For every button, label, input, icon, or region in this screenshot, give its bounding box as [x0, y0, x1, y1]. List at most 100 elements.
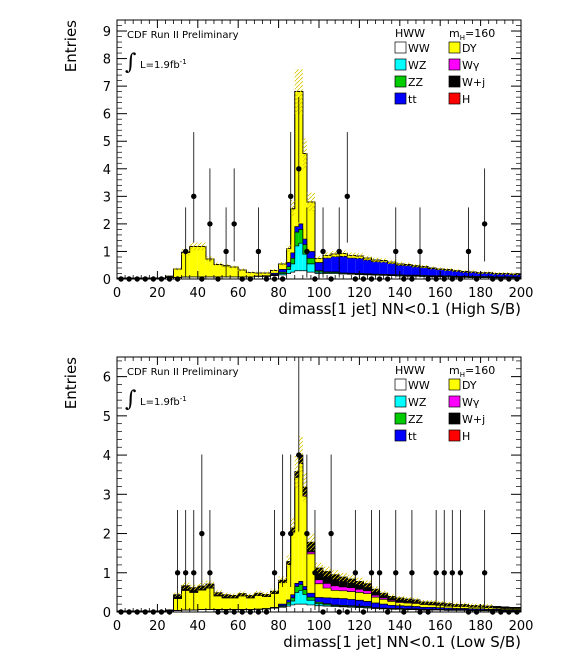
bar-DY-27	[314, 583, 324, 598]
uncertainty-band-41	[428, 600, 437, 605]
bar-WW-23	[294, 604, 299, 612]
bar-WW-24	[298, 604, 303, 612]
bar-DY-14	[230, 267, 239, 277]
uncertainty-band-33	[363, 580, 372, 588]
legend-swatch-ww	[394, 41, 407, 54]
x-tick-label: 40	[190, 619, 207, 634]
bar-tt-46	[468, 272, 477, 277]
legend-swatch-wz	[394, 58, 407, 71]
uncertainty-band-28	[323, 566, 332, 577]
bar-WZ-25	[302, 594, 307, 605]
legend-swatch-wj	[448, 75, 461, 88]
bar-DY-44	[452, 606, 461, 609]
bar-DY-21	[286, 248, 291, 263]
bar-DY-35	[379, 599, 388, 605]
bar-DY-32	[355, 592, 364, 601]
bar-DY-16	[246, 272, 255, 277]
uncertainty-band-49	[492, 272, 501, 275]
uncertainty-band-35	[379, 590, 388, 596]
bar-ZZ-31	[347, 605, 356, 607]
y-tick-label: 5	[103, 410, 111, 425]
uncertainty-band-37	[395, 262, 404, 266]
bar-tt-25	[302, 239, 307, 245]
bar-WZ-24	[298, 590, 303, 605]
x-tick-label: 80	[270, 619, 287, 634]
bar-tt-23	[294, 226, 299, 233]
bar-tt-41	[428, 268, 437, 276]
bar-tt-52	[516, 609, 521, 611]
bar-WZ-22	[290, 601, 295, 605]
legend-label-wj: W+j	[462, 413, 485, 426]
uncertainty-band-32	[355, 577, 364, 586]
y-tick-label: 8	[103, 53, 111, 68]
uncertainty-band-14	[230, 593, 239, 598]
x-tick-label: 200	[509, 286, 534, 301]
x-axis-title: dimass[1 jet] NN<0.1 (High S/B)	[278, 300, 521, 318]
bar-DY-14	[230, 597, 239, 610]
data-point	[344, 193, 350, 200]
legend-label-w: Wγ	[462, 396, 480, 409]
legend: HWW mH=160 WW WZ ZZ tt DY Wγ W+j H	[393, 363, 503, 455]
bar-DY-28	[323, 588, 332, 598]
bar-W-28	[323, 583, 332, 589]
legend-swatch-dy	[448, 41, 461, 54]
bar-DY-34	[371, 597, 380, 603]
data-point	[304, 530, 310, 537]
bar-DY-15	[238, 595, 247, 610]
bar-tt-38	[403, 265, 412, 276]
bar-DY-11	[205, 258, 214, 277]
uncertainty-band-21	[286, 555, 291, 568]
data-point	[376, 570, 383, 576]
y-tick-label: 4	[103, 163, 111, 178]
data-point	[457, 570, 464, 576]
bar-DY-24	[298, 91, 303, 224]
uncertainty-band-30	[339, 250, 348, 257]
y-axis-title: Entries	[62, 20, 80, 72]
legend-swatch-h	[448, 429, 461, 442]
uncertainty-band-50	[500, 272, 509, 275]
bar-tt-48	[484, 273, 493, 277]
bar-DY-23	[294, 91, 299, 227]
legend-header-mass: mH=160	[449, 27, 495, 42]
legend-label-zz: ZZ	[408, 413, 424, 426]
bar-DY-26	[306, 201, 315, 252]
uncertainty-band-31	[347, 252, 356, 259]
bar-tt-24	[298, 223, 303, 230]
uncertainty-band-36	[387, 594, 396, 599]
bar-tt-21	[286, 599, 291, 603]
bar-Wj-32	[355, 581, 364, 590]
bar-ZZ-25	[302, 244, 307, 255]
bar-ZZ-24	[298, 584, 303, 591]
data-point	[433, 570, 439, 576]
bar-WW-14	[230, 276, 239, 279]
bar-WZ-29	[331, 272, 340, 274]
uncertainty-band-18	[262, 592, 271, 597]
y-tick-label: 5	[103, 135, 111, 150]
bar-W-38	[403, 602, 412, 603]
bar-tt-31	[347, 258, 356, 274]
bar-DY-20	[278, 263, 287, 270]
y-tick-label: 3	[103, 488, 111, 503]
legend-header-hww: HWW	[395, 364, 425, 377]
uncertainty-band-39	[411, 597, 420, 602]
legend-swatch-wz	[394, 395, 407, 408]
bar-tt-36	[387, 263, 396, 275]
bar-tt-23	[294, 583, 299, 587]
bar-WW-25	[302, 270, 307, 279]
legend-swatch-zz	[394, 75, 407, 88]
legend-label-ww: WW	[408, 379, 430, 392]
bar-ZZ-29	[331, 271, 340, 273]
x-axis: 0 20 40 60 80 100 120 140 160 180 200	[113, 20, 534, 301]
data-point	[481, 570, 488, 576]
bar-tt-22	[290, 252, 295, 259]
bar-Wj-30	[339, 577, 348, 587]
data-point	[182, 248, 189, 255]
cdf-annotation: CDF Run II Preliminary	[127, 30, 239, 41]
bar-Wj-33	[363, 583, 372, 591]
bar-DY-7	[173, 269, 182, 278]
bar-W-32	[355, 589, 364, 593]
bar-Wj-31	[347, 579, 356, 588]
data-point	[320, 248, 326, 255]
bar-tt-29	[331, 598, 340, 605]
y-tick-label: 0	[103, 606, 111, 621]
